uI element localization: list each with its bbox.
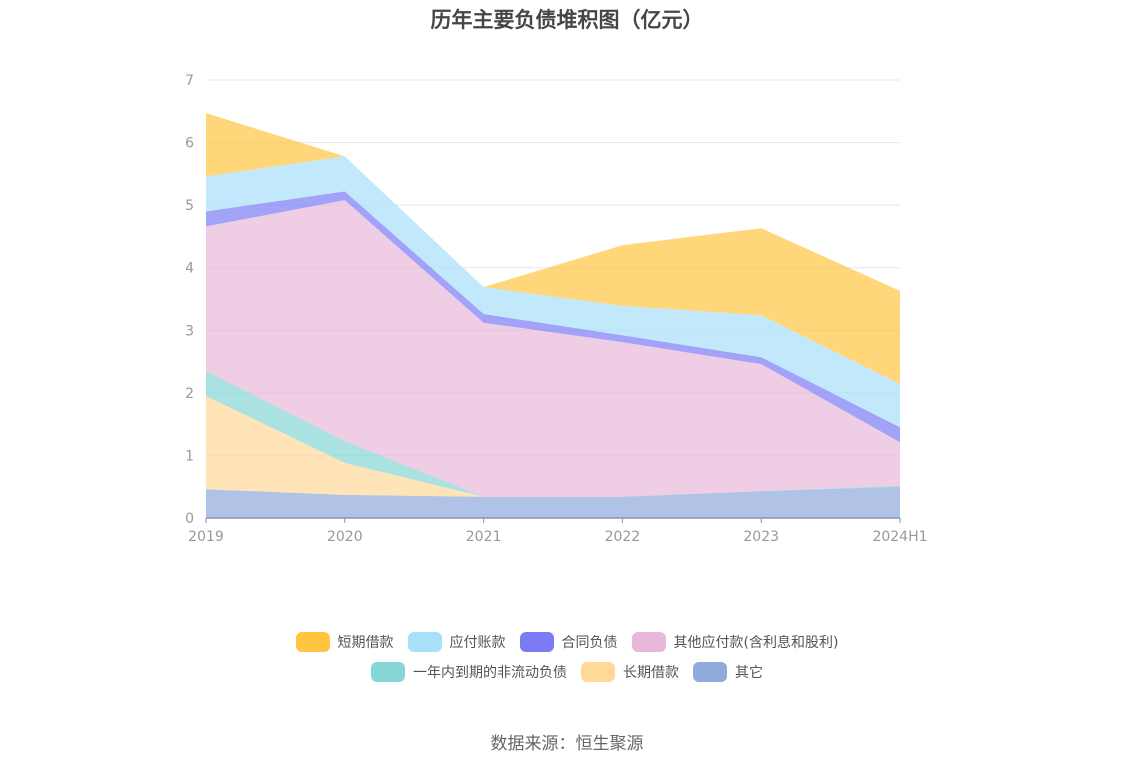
legend-item[interactable]: 短期借款: [295, 632, 394, 652]
x-tick-label: 2023: [743, 529, 779, 545]
area-长期借款: [206, 395, 900, 497]
y-tick-label: 0: [185, 511, 194, 527]
data-source: 数据来源：恒生聚源: [490, 734, 644, 754]
legend-label: 合同负债: [561, 635, 618, 651]
legend-label: 其它: [735, 665, 763, 681]
legend-row-2: 一年内到期的非流动负债 长期借款 其它: [0, 662, 1134, 682]
x-tick-label: 2019: [188, 529, 224, 545]
y-tick-label: 7: [185, 73, 194, 89]
legend-label: 应付账款: [449, 635, 506, 651]
legend-label: 长期借款: [623, 665, 679, 681]
legend-swatch-icon: [693, 662, 727, 682]
legend-label: 短期借款: [337, 635, 394, 651]
y-tick-label: 2: [185, 386, 194, 402]
x-tick-label: 2024H1: [872, 529, 927, 545]
legend-item[interactable]: 其他应付款(含利息和股利): [631, 632, 839, 652]
area-应付账款: [206, 156, 900, 428]
legend-swatch-icon: [407, 632, 442, 652]
legend-item[interactable]: 合同负债: [519, 632, 618, 652]
y-tick-label: 6: [185, 136, 194, 152]
legend-swatch-icon: [295, 632, 330, 652]
legend-item[interactable]: 应付账款: [407, 632, 506, 652]
x-tick-label: 2022: [605, 529, 641, 545]
legend-label: 其他应付款(含利息和股利): [673, 635, 839, 651]
legend-item[interactable]: 长期借款: [581, 662, 679, 682]
legend-label: 一年内到期的非流动负债: [413, 665, 567, 681]
area-其他应付款(含利息和股利): [206, 200, 900, 497]
legend-swatch-icon: [519, 632, 554, 652]
legend-item[interactable]: 一年内到期的非流动负债: [371, 662, 567, 682]
y-tick-label: 3: [185, 323, 194, 339]
legend-swatch-icon: [581, 662, 615, 682]
area-其它: [206, 486, 900, 518]
legend: 短期借款 应付账款 合同负债 其他应付款(含利息和股利) 一年内到期的非流动负债 长期借…: [0, 632, 1134, 692]
area-短期借款: [206, 113, 900, 385]
area-series: [206, 113, 900, 518]
legend-swatch-icon: [371, 662, 405, 682]
axes: 2019 2020 2021 2022 2023 2024H1: [188, 517, 928, 545]
y-tick-label: 5: [185, 198, 194, 214]
area-一年内到期的非流动负债: [206, 370, 900, 497]
x-tick-label: 2020: [327, 529, 363, 545]
legend-row-1: 短期借款 应付账款 合同负债 其他应付款(含利息和股利): [0, 632, 1134, 652]
chart-title: 历年主要负债堆积图（亿元）: [430, 8, 704, 32]
legend-swatch-icon: [631, 632, 666, 652]
y-tick-label: 4: [185, 261, 194, 277]
stacked-area-chart: 0 1 2 3 4 5 6 7 2019 2020 2021 2022 2023 2024H1: [185, 73, 928, 545]
legend-item[interactable]: 其它: [693, 662, 763, 682]
y-tick-label: 1: [185, 448, 194, 464]
x-tick-label: 2021: [466, 529, 502, 545]
